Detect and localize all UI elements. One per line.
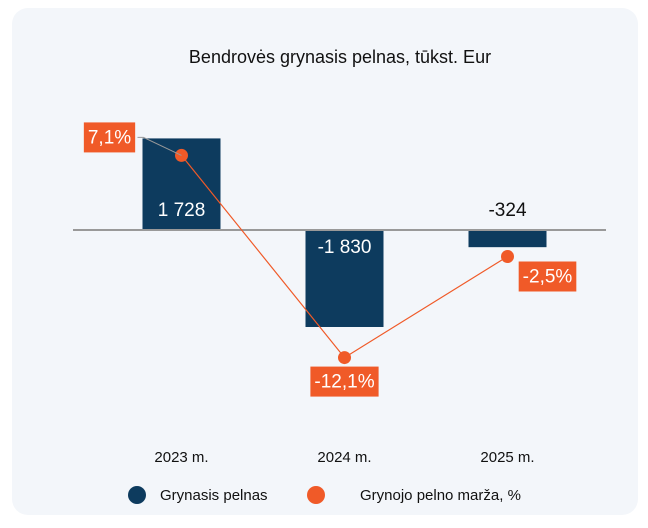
legend-label: Grynojo pelno marža, % [360, 487, 521, 504]
x-tick-label: 2025 m. [480, 449, 534, 466]
legend-label: Grynasis pelnas [160, 487, 268, 504]
point [338, 351, 351, 365]
label-box [518, 261, 577, 292]
bar [305, 230, 384, 327]
legend-swatch [307, 486, 325, 504]
leader-line [137, 136, 182, 156]
label-box [310, 366, 379, 397]
data-label: -1 830 [318, 237, 372, 258]
data-label: -12,1% [314, 372, 374, 393]
data-label: 1 728 [158, 200, 206, 221]
point [501, 250, 514, 263]
data-label: -2,5% [523, 267, 573, 288]
legend-swatch [128, 486, 146, 504]
chart-title: Bendrovės grynasis pelnas, tūkst. Eur [189, 47, 491, 67]
data-label: -324 [488, 200, 526, 221]
x-tick-label: 2023 m. [154, 449, 208, 466]
bar [468, 230, 547, 248]
x-tick-label: 2024 m. [317, 449, 371, 466]
data-label: 7,1% [88, 127, 131, 148]
label-box [83, 122, 136, 153]
